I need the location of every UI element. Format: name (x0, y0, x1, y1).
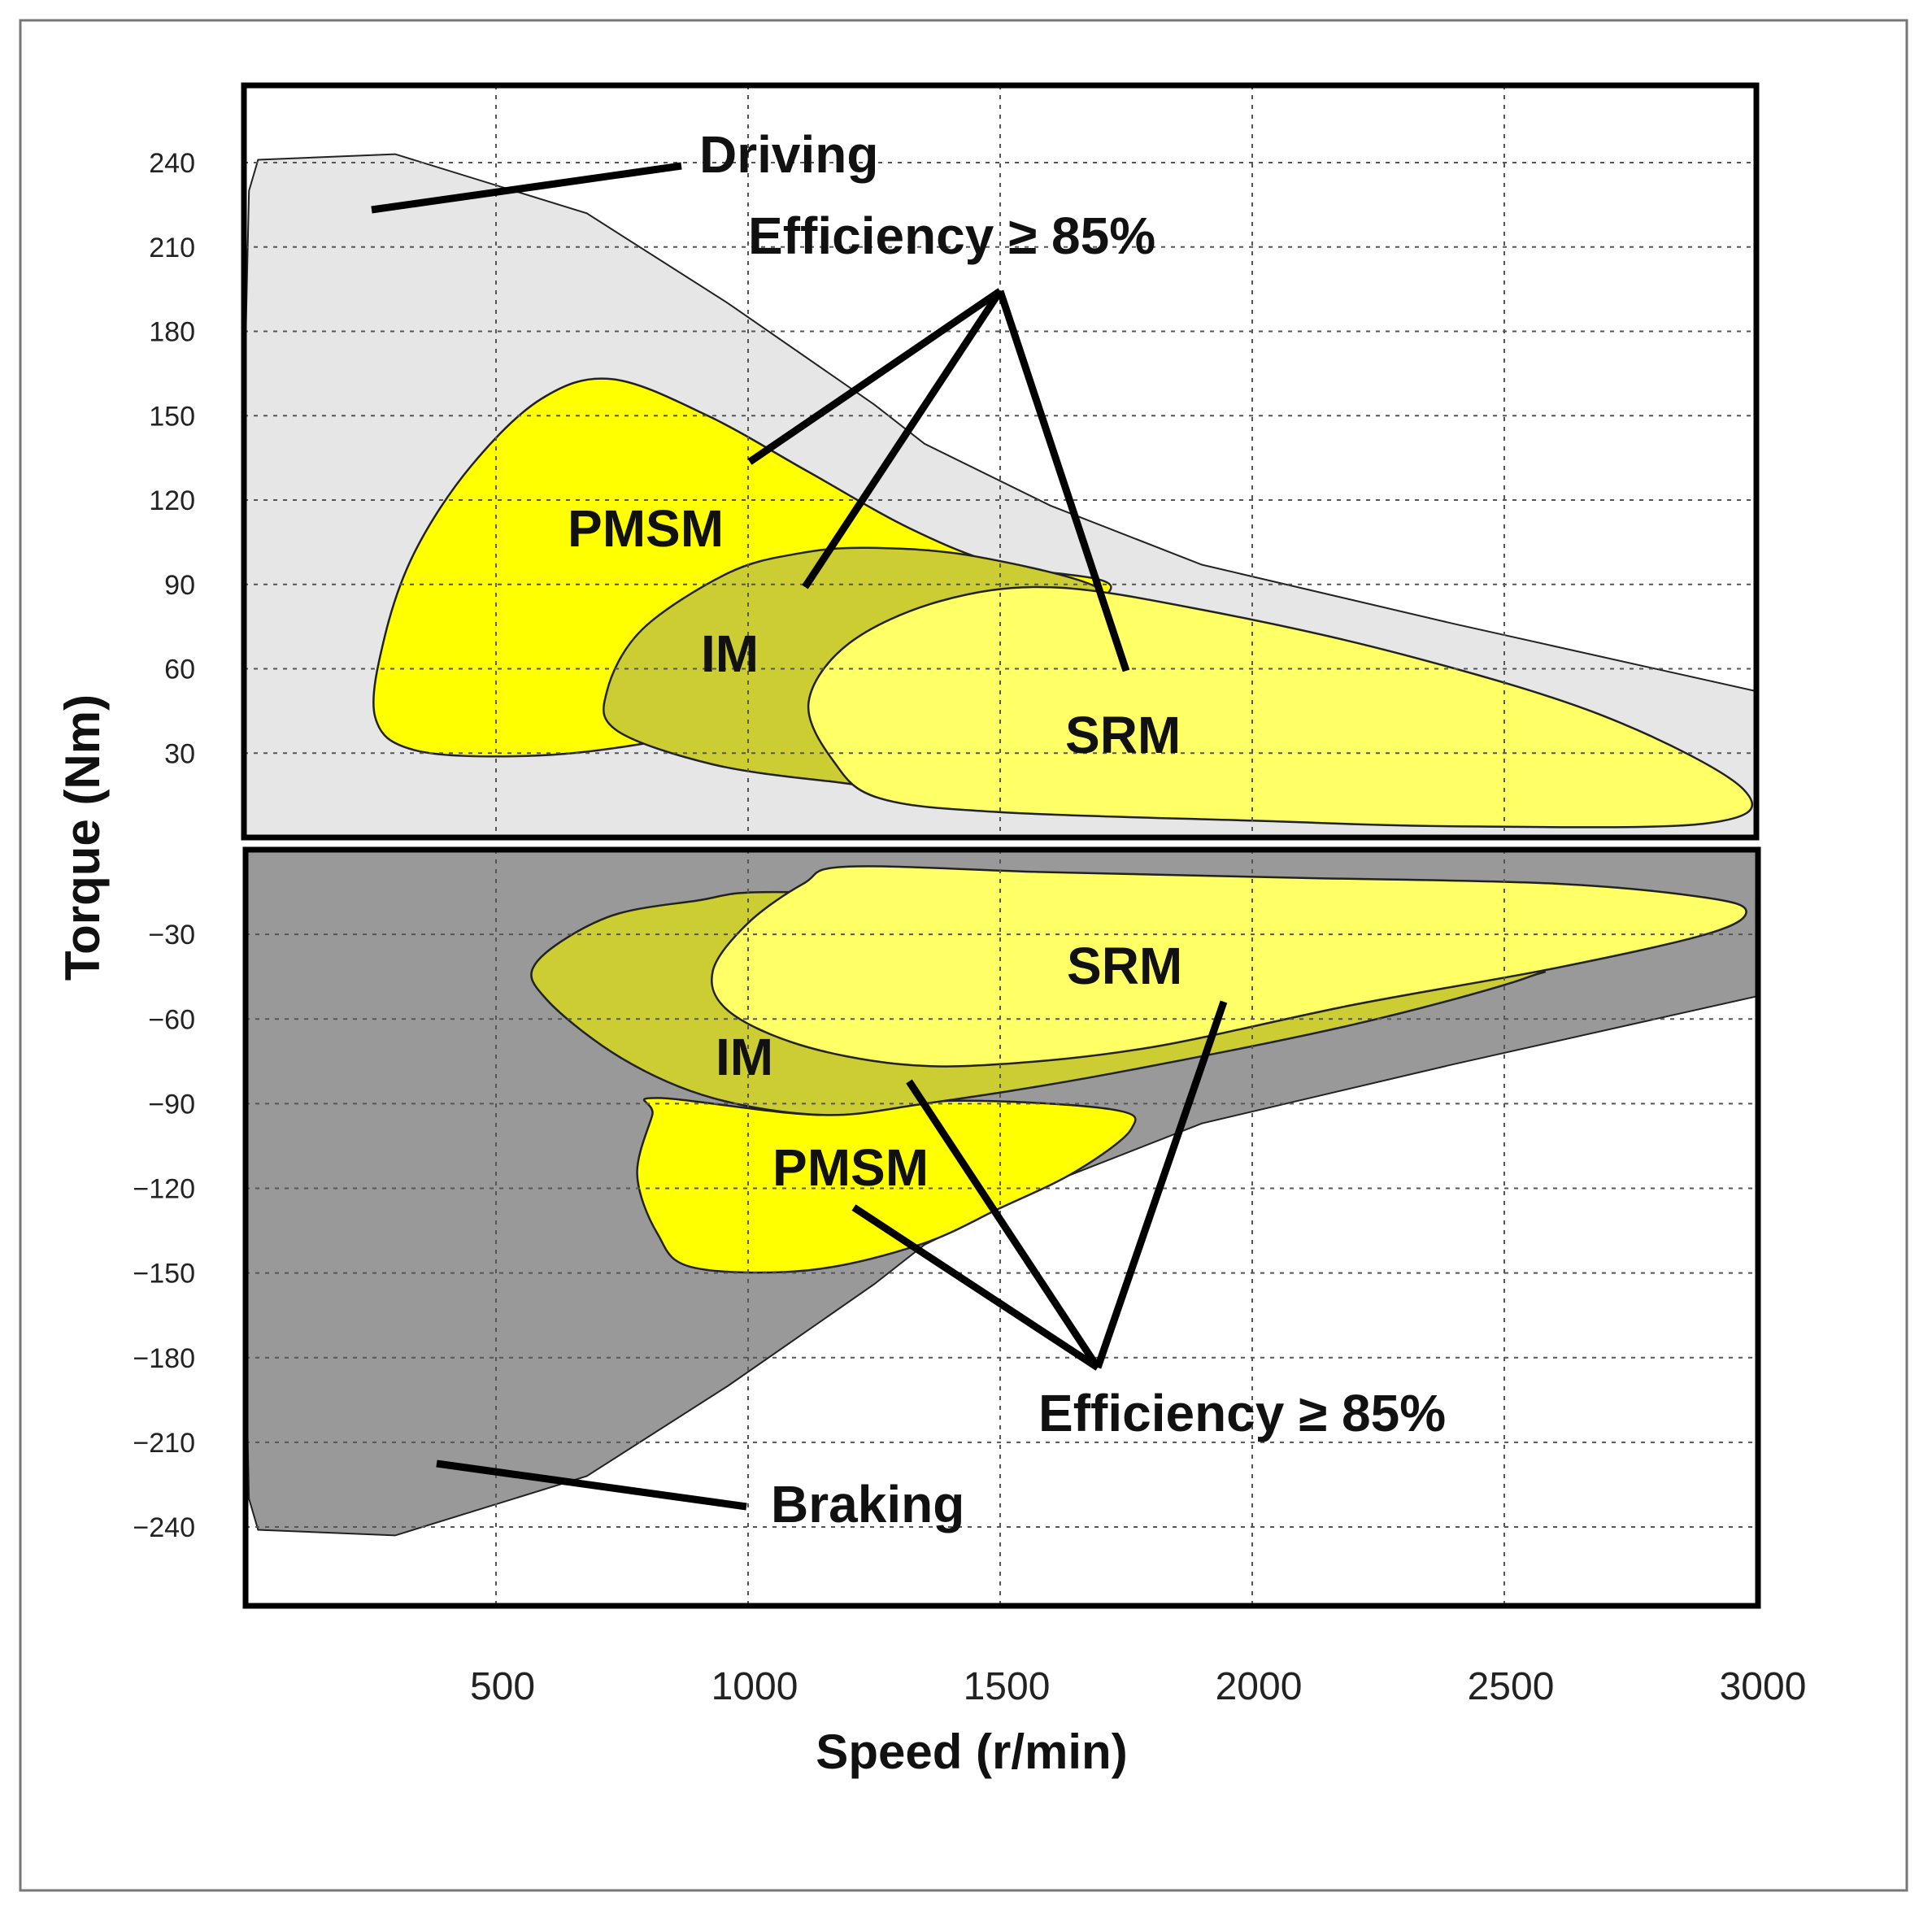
y-tick-label: 240 (149, 148, 195, 179)
x-tick-label: 2000 (1216, 1665, 1303, 1708)
leader-efficiency-top-srm (996, 289, 1130, 672)
y-tick-label: −60 (148, 1004, 195, 1035)
x-tick-label: 500 (470, 1665, 535, 1708)
label-srm-driving: SRM (1065, 706, 1181, 764)
y-tick-label: 120 (149, 485, 195, 516)
leader-efficiency-bottom-im (906, 1079, 1101, 1370)
y-tick-label: −120 (133, 1174, 195, 1205)
label-pmsm-driving: PMSM (568, 499, 724, 558)
y-tick-label: −150 (133, 1259, 195, 1290)
annotation-efficiency-bottom: Efficiency ≥ 85% (1038, 1384, 1446, 1442)
y-tick-label: −90 (148, 1089, 195, 1120)
y-tick-label: −210 (133, 1428, 195, 1459)
leader-driving (371, 162, 682, 214)
y-tick-labels-braking: −30 −60 −90 −120 −150 −180 −210 −240 (133, 920, 195, 1543)
leader-efficiency-top-pmsm (747, 288, 1003, 465)
label-im-braking: IM (716, 1028, 773, 1086)
y-tick-label: 90 (164, 570, 195, 601)
x-tick-label: 3000 (1720, 1665, 1807, 1708)
y-tick-labels-driving: 240 210 180 150 120 90 60 30 (149, 148, 195, 769)
driving-panel-border (241, 82, 1760, 841)
label-pmsm-braking: PMSM (772, 1138, 929, 1197)
leader-efficiency-top-im (802, 289, 1003, 589)
x-tick-label: 1500 (964, 1665, 1051, 1708)
region-srm-driving (807, 585, 1753, 829)
y-axis-label: Torque (Nm) (55, 694, 110, 981)
annotations: Driving Efficiency ≥ 85% PMSM IM SRM SRM… (568, 125, 1446, 1533)
y-tick-label: 30 (164, 738, 195, 769)
y-tick-label: −180 (133, 1343, 195, 1374)
annotation-braking: Braking (771, 1475, 964, 1533)
y-tick-label: 150 (149, 401, 195, 432)
y-tick-label: −30 (148, 920, 195, 950)
x-tick-label: 2500 (1468, 1665, 1555, 1708)
braking-panel-border (242, 846, 1761, 1609)
braking-panel (242, 846, 1761, 1609)
y-tick-label: −240 (133, 1512, 195, 1543)
leader-efficiency-bottom-pmsm (851, 1204, 1100, 1371)
y-tick-label: 210 (149, 233, 195, 263)
leader-efficiency-bottom-srm (1094, 1000, 1228, 1369)
y-tick-label: 60 (164, 655, 195, 685)
label-im-driving: IM (701, 624, 759, 683)
y-tick-label: 180 (149, 317, 195, 348)
x-tick-labels: 500 1000 1500 2000 2500 3000 (470, 1665, 1806, 1708)
x-tick-label: 1000 (711, 1665, 798, 1708)
label-srm-braking: SRM (1067, 937, 1182, 995)
region-srm-braking (711, 865, 1747, 1068)
annotation-efficiency-top: Efficiency ≥ 85% (748, 207, 1155, 265)
driving-panel (241, 82, 1760, 841)
x-axis-label: Speed (r/min) (816, 1725, 1127, 1779)
annotation-driving: Driving (699, 125, 878, 184)
leader-braking (436, 1459, 747, 1511)
annotation-leaders (371, 162, 1228, 1511)
